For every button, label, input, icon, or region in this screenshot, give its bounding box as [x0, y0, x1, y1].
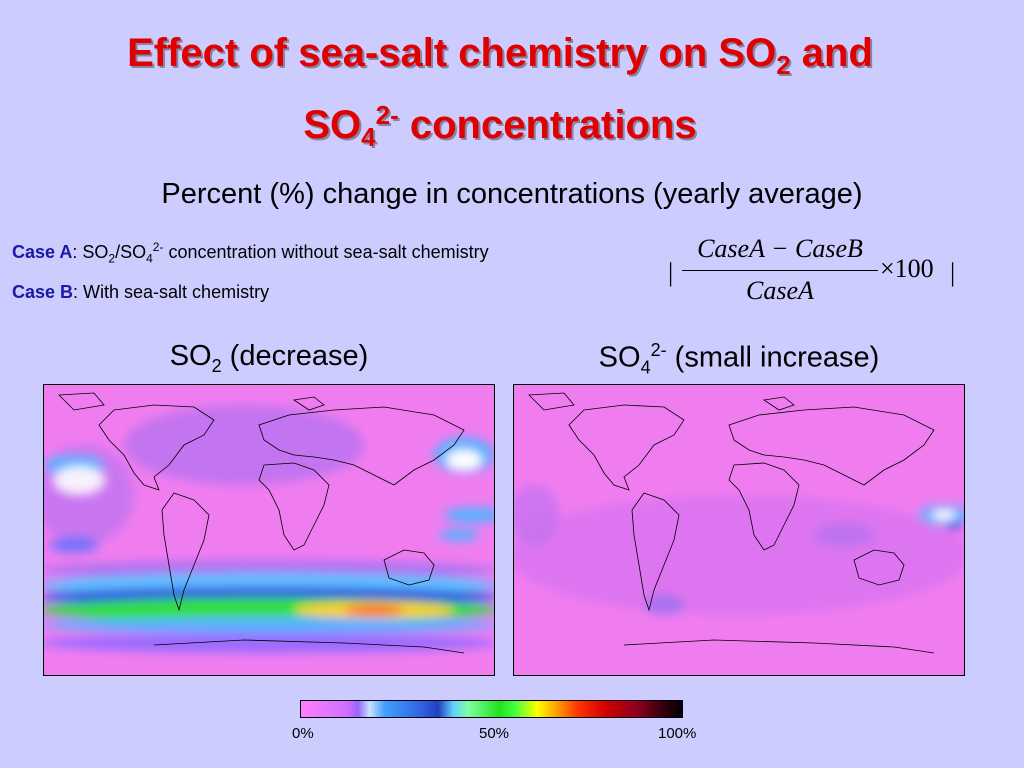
subtitle: Percent (%) change in concentrations (ye…	[161, 178, 863, 210]
map-title-text: SO	[169, 340, 212, 372]
title-subscript: 2	[776, 50, 791, 80]
case-a-subscript: 4	[146, 251, 153, 266]
so4-map-graphic	[514, 385, 964, 675]
abs-bar-right: |	[950, 258, 956, 287]
formula-denominator: CaseA	[746, 276, 814, 305]
title-text: Effect of sea-salt chemistry on SO	[127, 31, 777, 75]
percent-change-formula: | CaseA − CaseB CaseA ×100 |	[668, 234, 968, 314]
map-title-text: SO	[598, 341, 641, 374]
so4-change-map	[513, 384, 965, 676]
map-title-superscript: 2-	[650, 340, 667, 360]
case-a-text: concentration without sea-salt chemistry	[163, 242, 489, 262]
slide-title: Effect of sea-salt chemistry on SO2 and …	[0, 28, 1000, 162]
title-superscript: 2-	[375, 100, 399, 130]
case-a-superscript: 2-	[152, 240, 164, 254]
case-a-text: : SO	[72, 242, 109, 262]
map-title-text: (small increase)	[666, 341, 880, 374]
map-title-text: (decrease)	[221, 340, 369, 372]
so2-map-graphic	[44, 385, 494, 675]
so2-map-title: SO2 (decrease)	[44, 340, 494, 377]
title-subscript: 4	[361, 122, 376, 152]
case-b-line: Case B: With sea-salt chemistry	[12, 282, 269, 303]
fraction-line	[682, 270, 878, 271]
title-line-1: Effect of sea-salt chemistry on SO2 and	[0, 28, 1000, 90]
colorbar-label-100: 100%	[658, 725, 697, 742]
case-a-label: Case A	[12, 242, 73, 262]
title-text: concentrations	[398, 103, 697, 147]
title-text: and	[790, 31, 873, 75]
map-title-subscript: 4	[640, 357, 651, 378]
formula-numerator: CaseA − CaseB	[697, 234, 863, 263]
abs-bar-left: |	[668, 258, 674, 287]
colorbar-label-0: 0%	[292, 725, 314, 742]
case-a-subscript: 2	[108, 251, 116, 266]
colorbar-label-50: 50%	[479, 725, 510, 742]
case-b-text: : With sea-salt chemistry	[73, 282, 270, 302]
formula-multiplier: ×100	[880, 254, 934, 283]
title-line-2: SO42- concentrations	[0, 90, 1000, 162]
map-title-subscript: 2	[211, 355, 222, 376]
case-b-label: Case B	[12, 282, 74, 302]
color-scale-bar	[300, 700, 683, 718]
case-a-line: Case A: SO2/SO42- concentration without …	[12, 240, 489, 266]
title-text: SO	[303, 103, 362, 147]
case-a-text: /SO	[115, 242, 147, 262]
so2-change-map	[43, 384, 495, 676]
so4-map-title: SO42- (small increase)	[514, 340, 964, 378]
